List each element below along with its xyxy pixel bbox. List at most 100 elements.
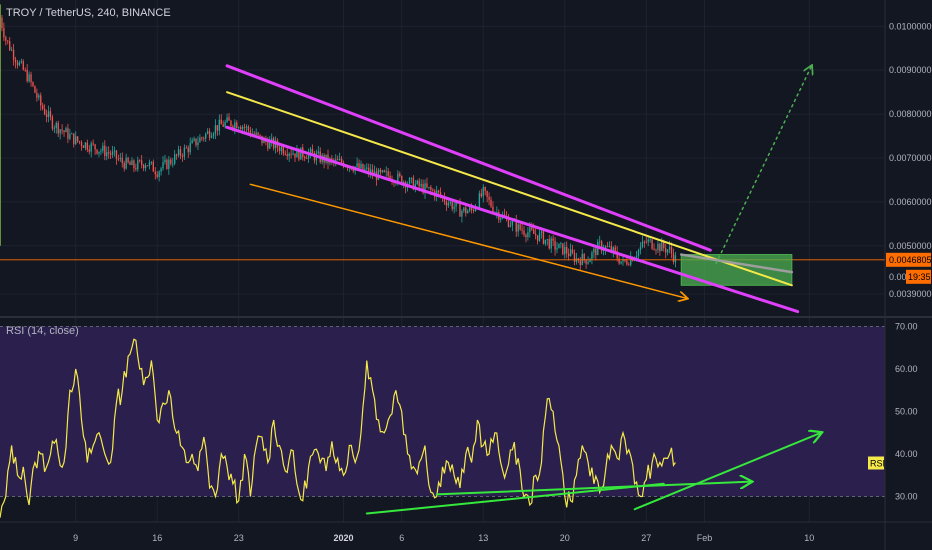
countdown-label: 19:35 [908, 272, 931, 282]
candle [432, 188, 434, 192]
candle [205, 132, 207, 143]
candle [57, 120, 59, 137]
rsi-pane[interactable] [0, 318, 885, 522]
candle [203, 136, 205, 142]
candle [100, 148, 102, 155]
candle [655, 248, 657, 255]
candle [53, 125, 56, 133]
candle [653, 243, 655, 251]
candle [538, 229, 541, 242]
candle [647, 236, 649, 247]
candle [98, 151, 100, 158]
candle [562, 243, 564, 256]
candle [305, 155, 308, 160]
time-axis[interactable]: 9 16 23 2020 6 13 20 27 Feb 10 [0, 521, 932, 543]
candle [408, 176, 411, 185]
time-tick-label: 20 [560, 533, 570, 543]
current-price-badge-label: 0.0046805 [889, 255, 932, 265]
candle [573, 249, 576, 266]
rsi-divergence-line[interactable] [365, 482, 665, 515]
candle [131, 157, 133, 166]
candle [238, 126, 240, 130]
time-tick-label: Feb [697, 533, 713, 543]
price-axis[interactable]: 0.0039000 0.0050000 0.0060000 0.0070000 0.00… [884, 0, 932, 550]
candle [523, 225, 525, 237]
candle [651, 238, 653, 250]
candle [364, 164, 366, 172]
time-tick-label: 13 [478, 533, 488, 543]
candle [49, 107, 52, 121]
candle [449, 200, 451, 206]
rsi-tick-label: 40.00 [895, 449, 918, 459]
candle [424, 179, 426, 199]
candle [201, 136, 203, 141]
candle [309, 146, 312, 159]
candle [43, 104, 46, 116]
candle [236, 120, 238, 129]
candle [92, 139, 94, 147]
candle [288, 152, 290, 162]
candle [26, 64, 28, 83]
candle [32, 81, 34, 88]
candle [362, 163, 364, 171]
candle [385, 166, 387, 177]
candle [666, 248, 669, 256]
candle [645, 235, 647, 244]
candle [34, 85, 36, 94]
rsi-breakout-arrow[interactable] [633, 433, 821, 511]
candle [622, 255, 624, 266]
rsi-tick-label: 70.00 [895, 322, 918, 332]
dotted-arrow-line[interactable] [715, 66, 811, 265]
candle [144, 162, 147, 172]
candle [133, 159, 135, 173]
candle [286, 148, 288, 160]
candle [67, 123, 69, 144]
candle [30, 71, 32, 87]
candle [358, 159, 360, 170]
candle [55, 121, 57, 134]
candle [208, 128, 211, 141]
candle [135, 163, 137, 172]
candle [181, 153, 184, 162]
candle [139, 159, 141, 163]
candle [172, 157, 174, 168]
candle [416, 179, 418, 186]
time-tick-label: 27 [641, 533, 651, 543]
candle [47, 105, 50, 123]
candle [160, 166, 162, 176]
candle [453, 200, 455, 214]
candle [214, 119, 217, 140]
candle [129, 160, 131, 166]
candle [234, 119, 236, 135]
candle [168, 156, 170, 175]
candle [304, 155, 306, 162]
orange-arrow-line[interactable] [249, 183, 687, 298]
price-pane[interactable] [0, 0, 932, 318]
current-price-badge [886, 252, 931, 267]
candle [542, 229, 545, 245]
candle [224, 119, 226, 129]
candle [199, 134, 201, 143]
channel-lower-line[interactable] [225, 125, 800, 314]
candle [587, 256, 589, 265]
channel-upper-line[interactable] [225, 64, 712, 252]
candle [534, 228, 537, 240]
yellow-trend-line[interactable] [226, 91, 793, 287]
candle [150, 161, 153, 165]
candle [540, 229, 543, 239]
candle [566, 241, 568, 259]
candle [284, 150, 286, 156]
candle [88, 144, 90, 155]
candle [154, 167, 156, 180]
gray-line[interactable] [679, 253, 794, 274]
candle [467, 209, 469, 214]
candle [140, 155, 143, 169]
candle [10, 46, 13, 52]
symbol-title: TROY / TetherUS, 240, BINANCE [6, 7, 171, 19]
rsi-axis[interactable]: 30.00 40.00 50.00 60.00 70.00 RSI [868, 322, 918, 502]
candle [337, 155, 339, 161]
candle [127, 156, 129, 164]
candle [554, 237, 556, 256]
candle [317, 146, 319, 155]
